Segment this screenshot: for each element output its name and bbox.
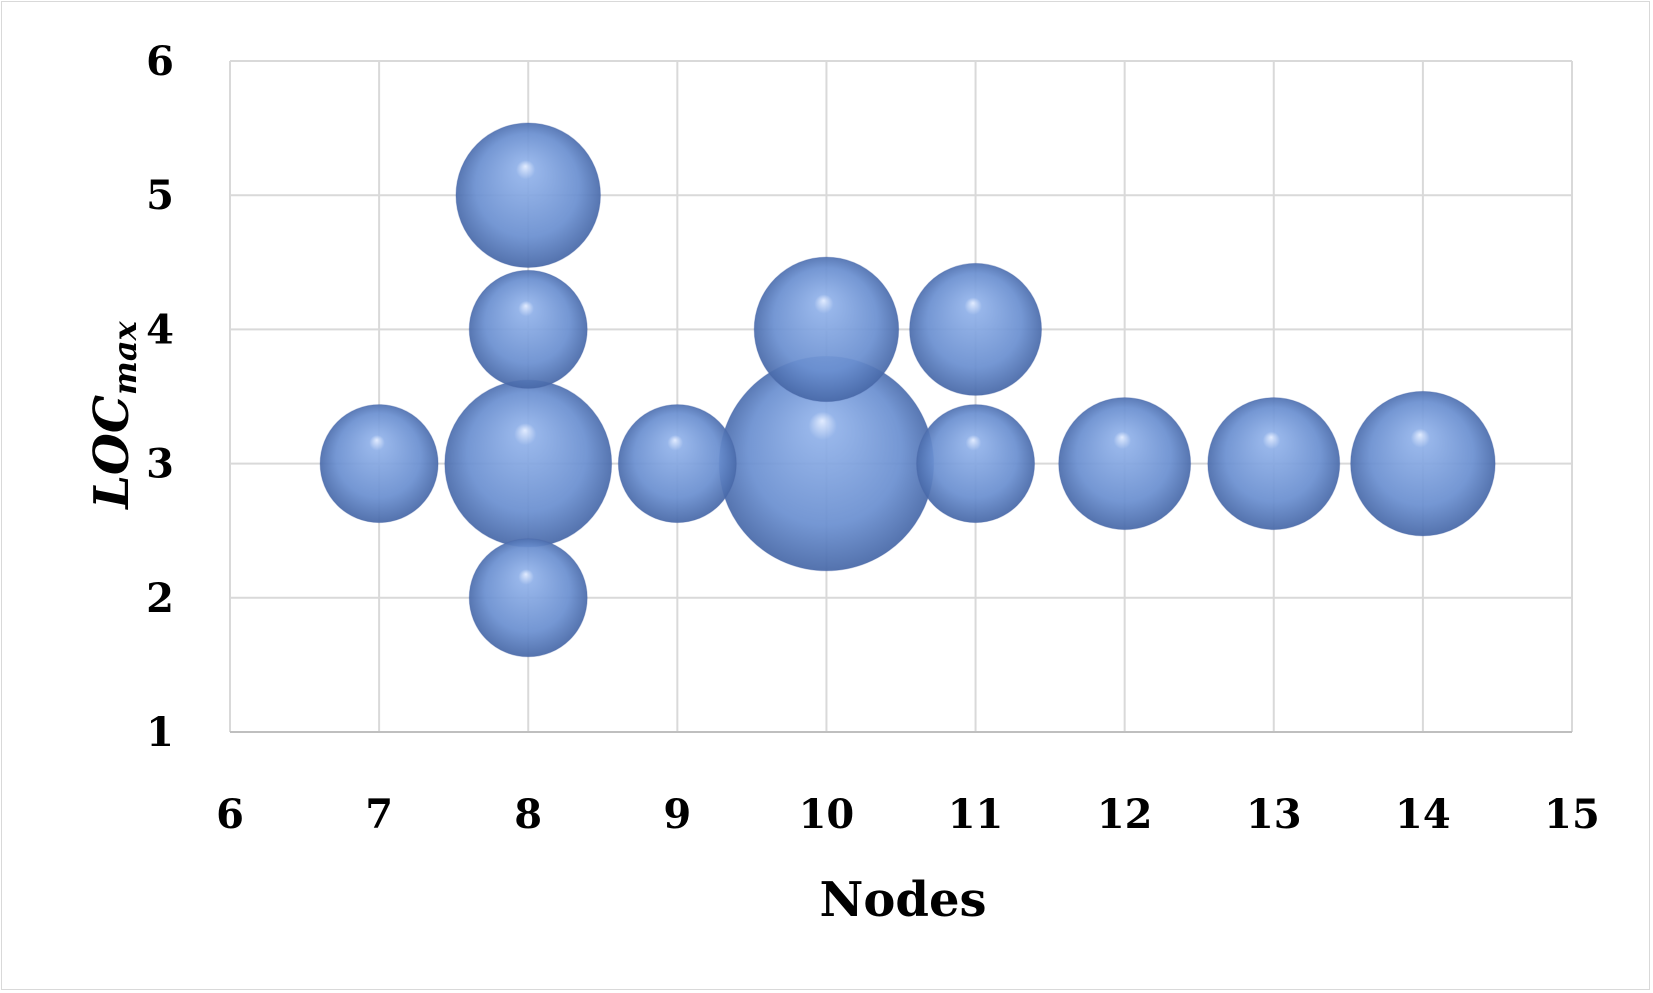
- y-tick-label: 4: [146, 306, 174, 353]
- y-axis-title-main: LOC: [84, 395, 140, 511]
- x-tick-label: 12: [1097, 791, 1153, 838]
- bubble-series: [319, 122, 1496, 658]
- x-tick-label: 13: [1246, 791, 1302, 838]
- x-tick-label: 15: [1544, 791, 1600, 838]
- y-tick-label: 3: [146, 441, 174, 488]
- bubble-point: [455, 122, 601, 268]
- y-tick-label: 2: [146, 575, 174, 622]
- bubble-point: [1350, 390, 1496, 537]
- x-axis-ticks: 6 7 8 9 10 11 12 13 14 15: [216, 791, 1600, 838]
- y-tick-label: 5: [146, 172, 174, 219]
- x-tick-label: 9: [663, 791, 691, 838]
- y-tick-label: 6: [146, 38, 174, 85]
- bubble-point: [1058, 397, 1192, 531]
- bubble-point: [468, 269, 588, 389]
- x-tick-label: 14: [1395, 791, 1451, 838]
- bubble-point: [617, 404, 737, 524]
- y-axis-title: LOCmax: [84, 320, 144, 510]
- bubble-point: [1207, 397, 1341, 531]
- bubble-point: [909, 262, 1043, 396]
- x-tick-label: 6: [216, 791, 244, 838]
- y-axis-title-sub: max: [106, 320, 144, 395]
- x-tick-label: 7: [365, 791, 393, 838]
- bubble-point: [916, 404, 1036, 524]
- x-tick-label: 11: [948, 791, 1004, 838]
- bubble-point: [468, 538, 588, 658]
- x-axis-title: Nodes: [819, 872, 986, 928]
- x-tick-label: 10: [799, 791, 855, 838]
- bubble-point: [753, 256, 900, 403]
- y-axis-ticks: 1 2 3 4 5 6: [146, 38, 174, 756]
- bubble-point: [444, 379, 613, 548]
- bubble-point: [319, 404, 439, 524]
- y-tick-label: 1: [146, 709, 174, 756]
- x-tick-label: 8: [514, 791, 542, 838]
